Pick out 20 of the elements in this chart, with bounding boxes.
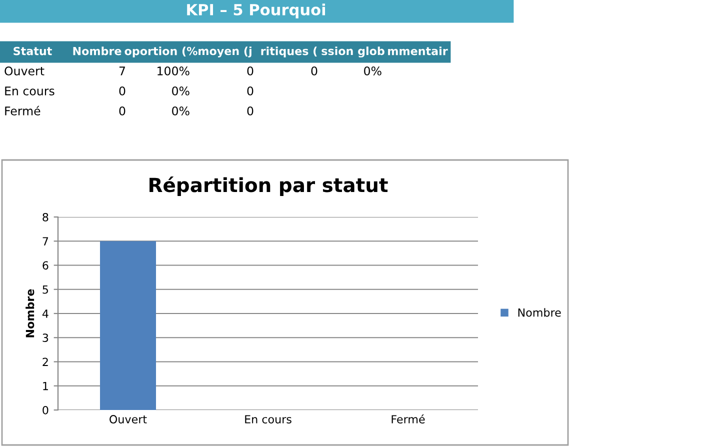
x-tick-label: Ouvert — [110, 415, 147, 424]
x-tick-label: En cours — [245, 415, 292, 424]
chart-title: Répartition par statut — [150, 176, 388, 196]
y-tick-label: 3 — [42, 334, 48, 342]
y-tick-label: 4 — [42, 310, 48, 318]
text: Statut Nombre oportion (%moyen (j ritiques ( ssion glob mmentair — [14, 46, 448, 58]
y-axis-title: Nombre — [26, 289, 34, 338]
legend-label: Nombre — [518, 308, 561, 317]
y-tick-label: 7 — [42, 237, 48, 246]
text: En cours 0 0% 0 — [5, 86, 254, 96]
x-tick-label: Fermé — [392, 414, 425, 424]
text: Ouvert 7 100% 0 0 0% — [4, 66, 382, 76]
text: Fermé 0 0% 0 — [5, 106, 254, 116]
y-tick-label: 2 — [42, 358, 48, 366]
y-tick-label: 6 — [42, 261, 48, 270]
y-tick-label: 8 — [42, 212, 48, 222]
y-tick-label: 0 — [42, 406, 48, 414]
y-tick-label: 1 — [43, 382, 48, 390]
y-tick-label: 5 — [42, 285, 48, 294]
text: KPI – 5 Pourquoi — [187, 4, 326, 18]
